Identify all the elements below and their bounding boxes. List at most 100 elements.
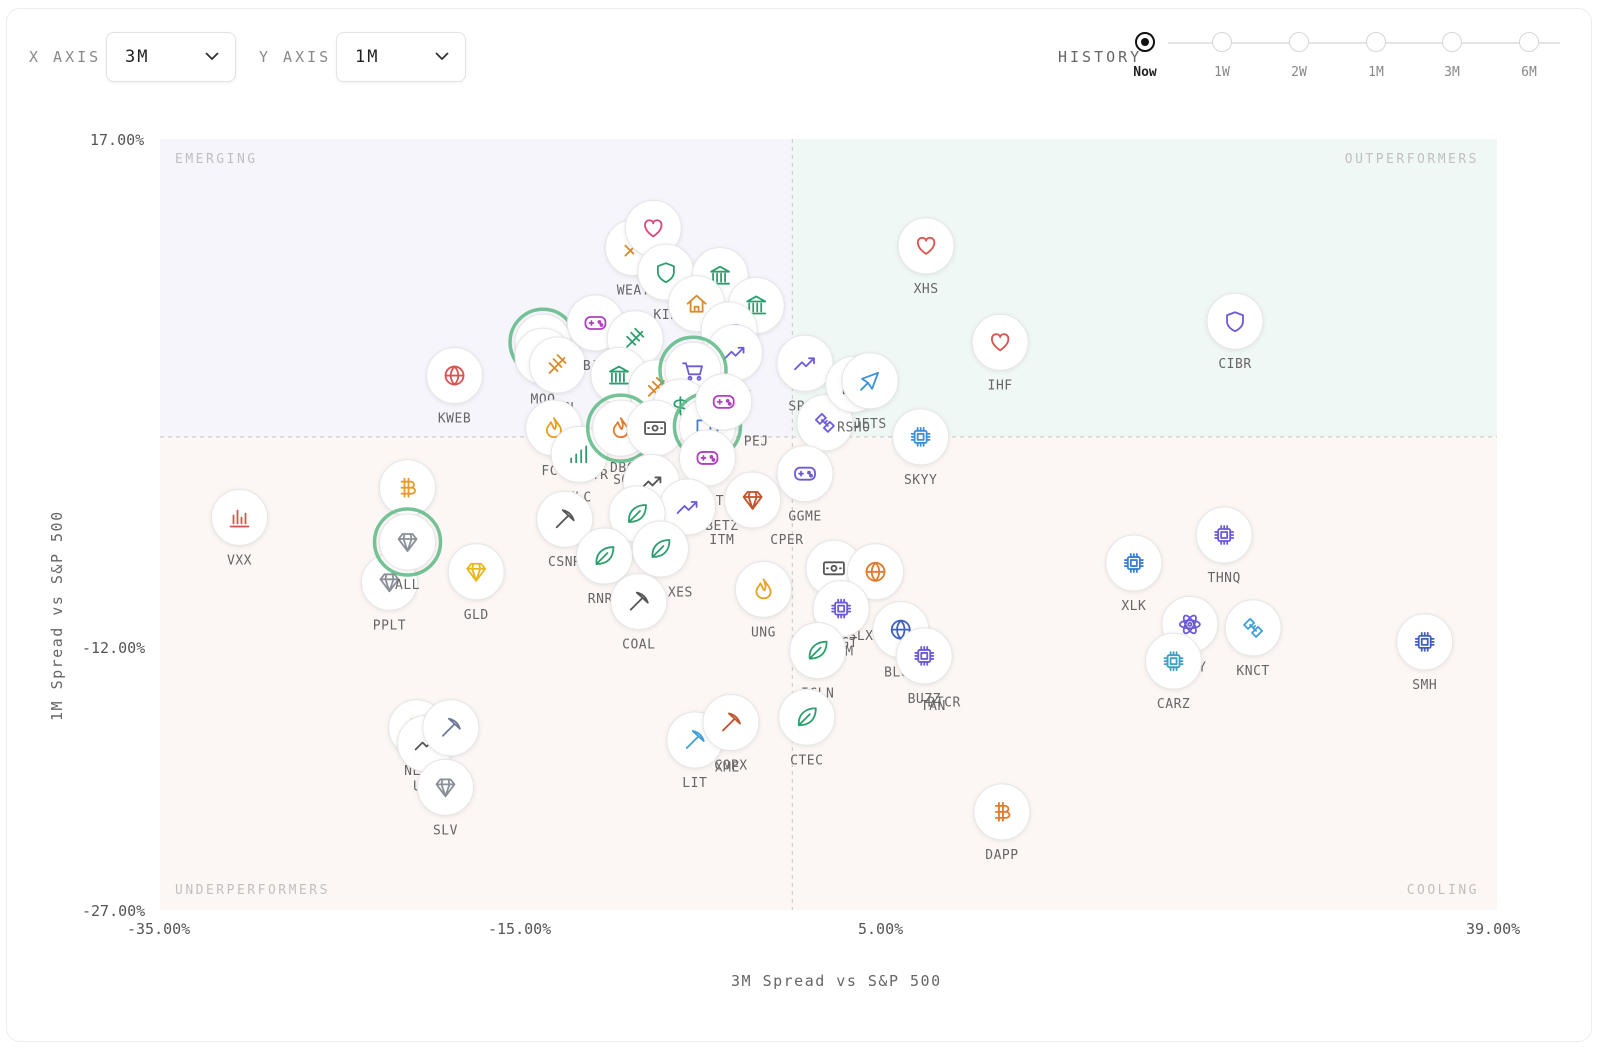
ticker-label: XME bbox=[715, 761, 740, 776]
history-stop-3m[interactable] bbox=[1442, 32, 1462, 52]
point-unlabeled[interactable] bbox=[796, 394, 854, 452]
point-ctec[interactable]: CTEC bbox=[778, 688, 836, 768]
ticker-label: BUZZ bbox=[908, 692, 941, 707]
point-gld[interactable]: GLD bbox=[447, 543, 505, 623]
pickaxe-icon bbox=[555, 509, 575, 529]
x-axis-value: 3M bbox=[125, 47, 150, 67]
ticker-label: GGME bbox=[788, 510, 821, 525]
ticker-label: RSHO bbox=[837, 420, 870, 435]
history-stop-now[interactable] bbox=[1135, 32, 1155, 52]
history-stop-1w[interactable] bbox=[1212, 32, 1232, 52]
point-unlabeled[interactable] bbox=[624, 199, 682, 257]
bubble-circle bbox=[892, 408, 950, 466]
point-ggme[interactable]: GGME bbox=[776, 445, 834, 525]
gem-icon bbox=[435, 778, 456, 798]
point-unlabeled[interactable] bbox=[846, 543, 904, 601]
point-unlabeled[interactable] bbox=[422, 699, 480, 757]
bubble-circle bbox=[895, 627, 953, 685]
bubble-circle bbox=[210, 488, 268, 546]
leaf-icon bbox=[595, 546, 615, 565]
point-knct[interactable]: KNCT bbox=[1224, 599, 1282, 679]
flame-icon bbox=[755, 578, 772, 600]
history-stop-1m[interactable] bbox=[1366, 32, 1386, 52]
point-cibr[interactable]: CIBR bbox=[1206, 292, 1264, 372]
point-jets[interactable]: JETS bbox=[841, 352, 899, 432]
trend-icon bbox=[723, 346, 745, 360]
x-axis-select[interactable]: 3M bbox=[106, 32, 236, 82]
bubble-circle bbox=[1206, 292, 1264, 350]
ticker-label: LIT bbox=[682, 776, 707, 791]
quadrant-label-underperformers: UNDERPERFORMERS bbox=[175, 883, 330, 898]
point-unlabeled[interactable] bbox=[631, 520, 689, 578]
point-dapp[interactable]: DAPP bbox=[973, 783, 1031, 863]
point-kweb[interactable]: KWEB bbox=[426, 347, 484, 427]
history-stop-label: Now bbox=[1133, 65, 1157, 80]
quadrant-label-emerging: EMERGING bbox=[175, 152, 258, 167]
bank-icon bbox=[710, 265, 730, 285]
cart-icon bbox=[682, 362, 703, 381]
quadrant-label-outperformers: OUTPERFORMERS bbox=[1344, 152, 1479, 167]
bank-icon bbox=[746, 295, 767, 315]
globe-icon bbox=[890, 619, 911, 640]
point-vxx[interactable]: VXX bbox=[210, 488, 268, 568]
x-tick-4: 39.00% bbox=[1466, 920, 1521, 938]
point-coal[interactable]: COAL bbox=[610, 573, 668, 653]
history-stop-6m[interactable] bbox=[1519, 32, 1539, 52]
bitcoin-icon bbox=[400, 477, 416, 498]
bubble-circle bbox=[379, 513, 437, 571]
point-all[interactable]: ALL bbox=[372, 507, 443, 593]
ticker-label: VXX bbox=[227, 553, 252, 568]
signal-icon bbox=[570, 445, 588, 464]
gamepad-icon bbox=[584, 316, 607, 330]
point-thnq[interactable]: THNQ bbox=[1195, 506, 1253, 586]
point-unlabeled[interactable] bbox=[724, 471, 782, 529]
ticker-label: JETS bbox=[853, 417, 886, 432]
ticker-label: COAL bbox=[622, 638, 655, 653]
ticker-label: XES bbox=[668, 585, 693, 600]
point-skyy[interactable]: SKYY bbox=[892, 408, 950, 488]
leaf-icon bbox=[651, 539, 671, 558]
house-icon bbox=[686, 294, 707, 313]
point-unlabeled[interactable] bbox=[659, 478, 717, 536]
bubble-circle bbox=[447, 543, 505, 601]
ticker-label: KWEB bbox=[438, 412, 471, 427]
point-xlk[interactable]: XLK bbox=[1105, 534, 1163, 614]
x-tick-3: 5.00% bbox=[858, 920, 904, 938]
point-unlabeled[interactable] bbox=[695, 373, 753, 431]
point-copx[interactable]: COPX bbox=[702, 694, 760, 774]
bitcoin-icon bbox=[995, 801, 1011, 822]
point-carz[interactable]: CARZ bbox=[1145, 632, 1203, 712]
ticker-label: CTEC bbox=[790, 753, 823, 768]
satellite-icon bbox=[814, 412, 835, 433]
ticker-label: TAN bbox=[921, 699, 946, 714]
point-xhs[interactable]: XHS bbox=[897, 217, 955, 297]
bubble-circle bbox=[1105, 534, 1163, 592]
point-unlabeled[interactable] bbox=[379, 459, 437, 517]
ticker-label: COPX bbox=[714, 759, 747, 774]
point-csnr[interactable]: CSNR bbox=[536, 490, 594, 570]
history-stop-label: 1M bbox=[1368, 65, 1384, 80]
point-smh[interactable]: SMH bbox=[1396, 613, 1454, 693]
point-buzz[interactable]: BUZZ bbox=[895, 627, 953, 707]
chip-icon bbox=[1414, 632, 1435, 652]
y-axis-select[interactable]: 1M bbox=[336, 32, 466, 82]
bubble-circle bbox=[416, 758, 474, 816]
chip-icon bbox=[1163, 651, 1184, 672]
y-tick-top: 17.00% bbox=[90, 131, 145, 149]
ticker-label: UNG bbox=[751, 625, 776, 640]
history-stop-2w[interactable] bbox=[1289, 32, 1309, 52]
chip-icon bbox=[914, 646, 935, 666]
wheat-icon bbox=[548, 354, 567, 374]
gamepad-icon bbox=[794, 466, 816, 481]
ticker-label: PEJ bbox=[744, 435, 769, 450]
bank-icon bbox=[609, 365, 629, 385]
bubble-circle bbox=[897, 217, 955, 275]
point-ung[interactable]: UNG bbox=[734, 560, 792, 640]
ticker-label: SLV bbox=[433, 823, 458, 838]
point-ihf[interactable]: IHF bbox=[971, 313, 1029, 393]
wheat-icon bbox=[647, 376, 666, 397]
point-slv[interactable]: SLV bbox=[416, 758, 474, 838]
ticker-label: THNQ bbox=[1208, 571, 1241, 586]
chip-icon bbox=[1214, 525, 1235, 545]
